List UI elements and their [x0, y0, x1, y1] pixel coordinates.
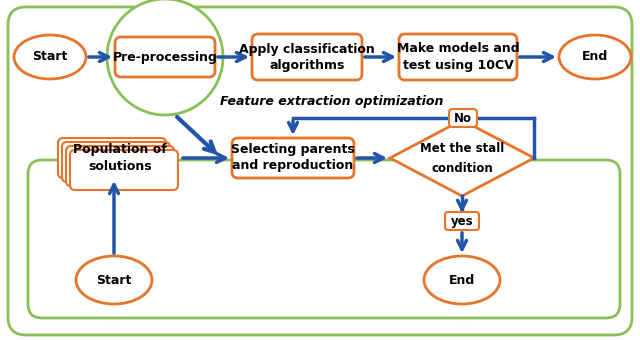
- Text: algorithms: algorithms: [269, 58, 345, 71]
- FancyBboxPatch shape: [66, 146, 174, 186]
- Text: Apply classification: Apply classification: [239, 42, 375, 55]
- FancyBboxPatch shape: [449, 109, 477, 127]
- Ellipse shape: [424, 256, 500, 304]
- Text: yes: yes: [451, 215, 474, 227]
- Text: Feature extraction optimization: Feature extraction optimization: [220, 96, 444, 108]
- Text: Pre-processing: Pre-processing: [113, 51, 218, 64]
- Text: Start: Start: [96, 273, 132, 287]
- FancyBboxPatch shape: [8, 7, 632, 335]
- FancyBboxPatch shape: [252, 34, 362, 80]
- Text: End: End: [582, 51, 608, 64]
- Text: test using 10CV: test using 10CV: [403, 58, 513, 71]
- FancyBboxPatch shape: [70, 150, 178, 190]
- FancyBboxPatch shape: [62, 142, 170, 182]
- Text: and reproduction: and reproduction: [232, 159, 354, 172]
- FancyBboxPatch shape: [115, 37, 215, 77]
- FancyBboxPatch shape: [58, 138, 166, 178]
- Ellipse shape: [76, 256, 152, 304]
- Text: No: No: [454, 112, 472, 124]
- Text: Make models and: Make models and: [397, 42, 519, 55]
- Text: condition: condition: [431, 162, 493, 174]
- FancyBboxPatch shape: [28, 160, 620, 318]
- FancyBboxPatch shape: [399, 34, 517, 80]
- Ellipse shape: [14, 35, 86, 79]
- FancyBboxPatch shape: [232, 138, 354, 178]
- Text: Met the stall: Met the stall: [420, 141, 504, 154]
- Text: End: End: [449, 273, 475, 287]
- FancyBboxPatch shape: [445, 212, 479, 230]
- Polygon shape: [390, 120, 534, 196]
- Ellipse shape: [559, 35, 631, 79]
- Text: Population of: Population of: [73, 143, 167, 156]
- Text: solutions: solutions: [88, 159, 152, 172]
- Circle shape: [107, 0, 223, 115]
- Text: Start: Start: [32, 51, 68, 64]
- Text: Selecting parents: Selecting parents: [231, 143, 355, 156]
